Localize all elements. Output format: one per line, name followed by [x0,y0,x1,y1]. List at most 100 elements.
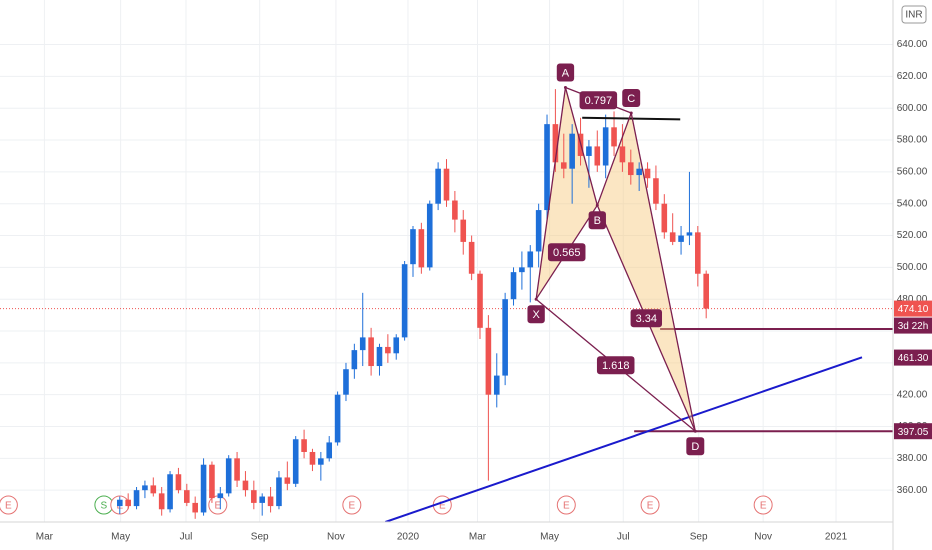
pattern-point [563,86,567,90]
candle-body [552,124,559,163]
candle-body [619,146,626,163]
pattern-fill [597,112,696,432]
countdown-tag-box [894,317,932,334]
event-marker [640,495,660,515]
candle-body [418,229,425,268]
event-marker [342,495,362,515]
x-tick-label: Jul [617,532,630,543]
candle-body [368,337,374,367]
point-label-box [556,63,575,82]
pattern-point [693,429,697,433]
candle-body [158,493,165,510]
pattern-edge [535,87,567,300]
y-tick-label: 560.00 [897,167,928,178]
y-tick-label: 520.00 [897,230,928,241]
ratio-label-text: 0.797 [585,95,613,107]
point-label: C [622,88,641,107]
pattern-edge [596,112,632,206]
y-tick-label: 420.00 [897,389,928,400]
candle-body [669,232,676,242]
countdown-tag: 3d 22h [898,321,929,332]
candle-body [209,464,215,499]
level-tag-box [894,349,932,366]
pattern-point [595,203,599,207]
point-label-text: A [562,67,570,79]
candle-body [401,264,408,338]
event-marker [556,495,576,515]
event-label: E [214,501,221,512]
candle-body [695,232,701,274]
candle-body [343,369,349,395]
candle-body [175,474,182,491]
candle-body [544,124,550,211]
currency-badge[interactable] [901,5,927,24]
y-tick-label: 500.00 [897,262,928,273]
ratio-label: 0.565 [547,243,586,262]
candle-body [703,273,709,309]
y-tick-label: 540.00 [897,198,928,209]
y-tick-label: 360.00 [897,485,928,496]
resistance-line [582,116,681,121]
candle-body [410,229,416,265]
candle-body [393,337,400,354]
candle-body [359,337,366,351]
candle-body [493,375,500,395]
candle-body [385,346,391,354]
y-tick-label: 640.00 [897,39,928,50]
x-tick-label: 2021 [825,532,848,543]
candle-body [452,200,458,220]
x-tick-label: Mar [36,532,54,543]
candle-body [426,203,433,268]
event-label: E [647,501,654,512]
y-tick-label: 480.00 [897,294,928,305]
ratio-label-box [547,243,586,262]
ratio-label-text: 1.618 [602,360,630,372]
candle-body [301,439,307,452]
candle-body [225,458,232,494]
candle-body [125,499,131,507]
event-marker [0,495,18,515]
point-label-text: C [627,93,635,105]
level-tag: 397.05 [898,427,929,438]
y-tick-label: 380.00 [897,453,928,464]
candle-body [519,267,525,273]
trend-line [385,356,863,522]
candle-body [686,232,693,236]
point-label: A [556,63,575,82]
point-label-box [588,211,606,230]
candle-body [200,464,207,513]
event-label: S [101,501,108,512]
pattern-edge [630,112,696,432]
y-tick-label: 580.00 [897,135,928,146]
last-price-tag-box [894,300,932,317]
candle-body [644,168,651,179]
level-tag: 461.30 [898,353,929,364]
candle-body [653,178,659,204]
level-tag-box [894,423,932,440]
candle-body [259,496,266,503]
candle-body [527,251,534,268]
pattern-point [534,297,538,301]
candle-body [251,490,257,503]
event-label: E [563,501,570,512]
candle-body [560,162,567,169]
candle-body [284,477,291,484]
candle-body [167,474,173,510]
candle-body [318,458,324,465]
event-label: E [439,501,446,512]
ratio-label-text: 3.34 [636,313,657,325]
candle-body [636,168,642,176]
candle-body [477,273,483,328]
x-tick-label: Sep [690,532,708,543]
y-tick-label: 600.00 [897,103,928,114]
candle-body [586,146,592,156]
candle-body [678,235,684,242]
event-label: E [5,501,12,512]
candle-body [326,442,333,459]
candle-body [510,272,517,300]
ratio-label-box [596,356,635,375]
ratio-label: 1.618 [596,356,635,375]
